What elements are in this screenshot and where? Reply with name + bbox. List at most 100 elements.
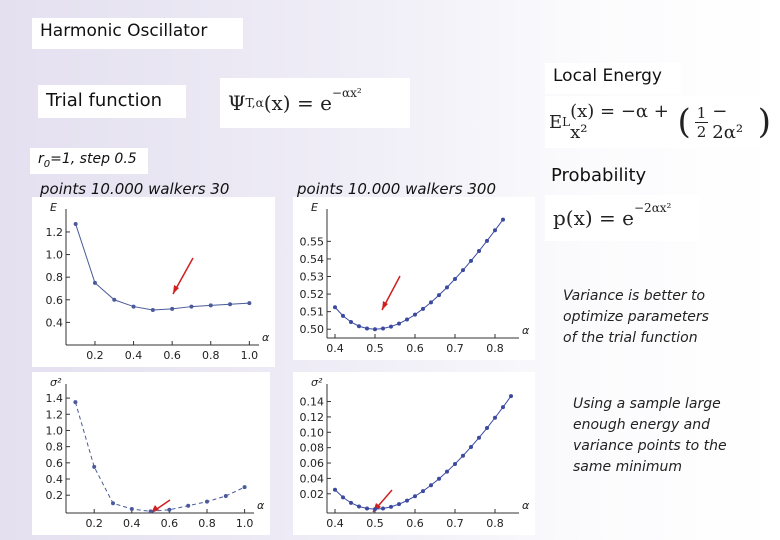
point [469, 258, 473, 263]
formula-text: Ψ [228, 91, 246, 115]
y-tick-label: 0.4 [46, 316, 64, 329]
point [453, 461, 457, 466]
y-tick-label: 1.2 [46, 226, 64, 239]
param-sub: 0 [43, 158, 51, 170]
x-tick-label: 1.0 [241, 349, 259, 362]
y-tick-label: 0.8 [46, 271, 64, 284]
x-axis-label: α [522, 499, 530, 512]
x-tick-label: 0.5 [366, 517, 384, 530]
x-tick-label: 0.6 [161, 517, 179, 530]
point [333, 305, 337, 310]
y-axis-label: σ² [50, 376, 62, 389]
point [247, 301, 252, 306]
y-tick-label: 0.4 [46, 473, 64, 486]
formula-text: p(x) = e [553, 206, 634, 230]
point [92, 464, 97, 469]
x-tick-label: 0.2 [86, 349, 104, 362]
probability-label: Probability [551, 165, 647, 186]
chart: 0.50 0.51 0.52 0.53 0.54 0.55 0.4 0.5 0.6 0.7 0.8 E… [293, 197, 535, 360]
point [167, 507, 172, 512]
y-tick-label: 0.6 [46, 294, 64, 307]
formula-text: (x) = −α + x² [570, 101, 669, 143]
point [341, 495, 345, 500]
point [421, 489, 425, 494]
x-tick-label: 0.2 [85, 517, 103, 530]
point [73, 400, 78, 405]
point [429, 300, 433, 305]
param-text: r [38, 151, 44, 167]
point [509, 394, 513, 399]
point [429, 483, 433, 488]
arrow-head [382, 301, 388, 310]
y-tick-label: 0.53 [300, 271, 325, 284]
point [493, 415, 497, 420]
title: Harmonic Oscillator [32, 18, 243, 49]
formula-text: E [549, 111, 563, 133]
point [493, 228, 497, 233]
y-tick-label: 0.55 [300, 235, 325, 248]
point [205, 499, 209, 504]
point [501, 217, 505, 222]
x-tick-label: 0.6 [406, 517, 424, 530]
point [373, 327, 377, 332]
point [381, 326, 385, 331]
x-axis-label: α [257, 499, 265, 512]
formula-sub: L [562, 115, 571, 129]
point [453, 276, 457, 281]
point [397, 321, 401, 326]
x-tick-label: 0.8 [486, 342, 504, 355]
denominator: 2 [696, 122, 707, 141]
chart: 0.02 0.04 0.06 0.08 0.10 0.12 0.14 0.4 0.5 0.6 0.7… [293, 372, 535, 535]
y-tick-label: 0.02 [300, 488, 325, 501]
trial-formula: Ψ T,α (x) = e −αx² [220, 78, 410, 128]
point [333, 487, 337, 492]
x-tick-label: 0.7 [446, 517, 464, 530]
x-tick-label: 0.4 [125, 349, 143, 362]
point [437, 476, 441, 481]
note: Variance is better to optimize parameter… [563, 288, 709, 346]
run-label: points 10.000 walkers 30 [40, 180, 230, 198]
point [170, 306, 175, 311]
point [485, 426, 489, 431]
x-axis-label: α [522, 324, 530, 337]
paren: ( [677, 102, 691, 142]
point [73, 222, 78, 227]
point [445, 469, 449, 474]
params: r0=1, step 0.5 [30, 148, 148, 174]
param-text: =1, step 0.5 [50, 151, 137, 167]
chart: 0.2 0.4 0.6 0.8 1.0 1.2 1.4 0.2 0.4 0.6 0.8 1.0 σ² α [32, 372, 270, 535]
y-tick-label: 0.8 [46, 441, 64, 454]
series-line [74, 401, 245, 512]
y-axis-label: σ² [311, 376, 323, 389]
point [445, 285, 449, 290]
point [112, 297, 117, 302]
point [129, 506, 134, 511]
local-energy-label: Local Energy [545, 63, 681, 94]
probability-formula: p(x) = e −2αx² [545, 195, 700, 241]
point [357, 504, 361, 509]
point [92, 280, 97, 285]
y-tick-label: 0.54 [300, 253, 325, 266]
y-tick-label: 0.08 [300, 442, 325, 455]
point [373, 507, 377, 512]
point [389, 324, 393, 329]
point [365, 326, 369, 331]
formula-sup: −2αx² [634, 201, 672, 215]
point [228, 302, 233, 307]
y-tick-label: 1.0 [46, 249, 64, 262]
point [469, 444, 473, 449]
x-tick-label: 0.4 [326, 517, 344, 530]
point [349, 500, 353, 505]
point [148, 509, 153, 514]
point [349, 320, 353, 325]
x-tick-label: 0.7 [446, 342, 464, 355]
y-tick-label: 1.0 [46, 424, 64, 437]
formula-sub: T,α [245, 96, 264, 110]
formula-text: (x) = e [263, 91, 332, 115]
y-tick-label: 0.2 [46, 489, 64, 502]
trial-label: Trial function [38, 85, 186, 118]
y-tick-label: 0.50 [300, 323, 325, 336]
point [381, 506, 385, 511]
point [186, 503, 191, 508]
